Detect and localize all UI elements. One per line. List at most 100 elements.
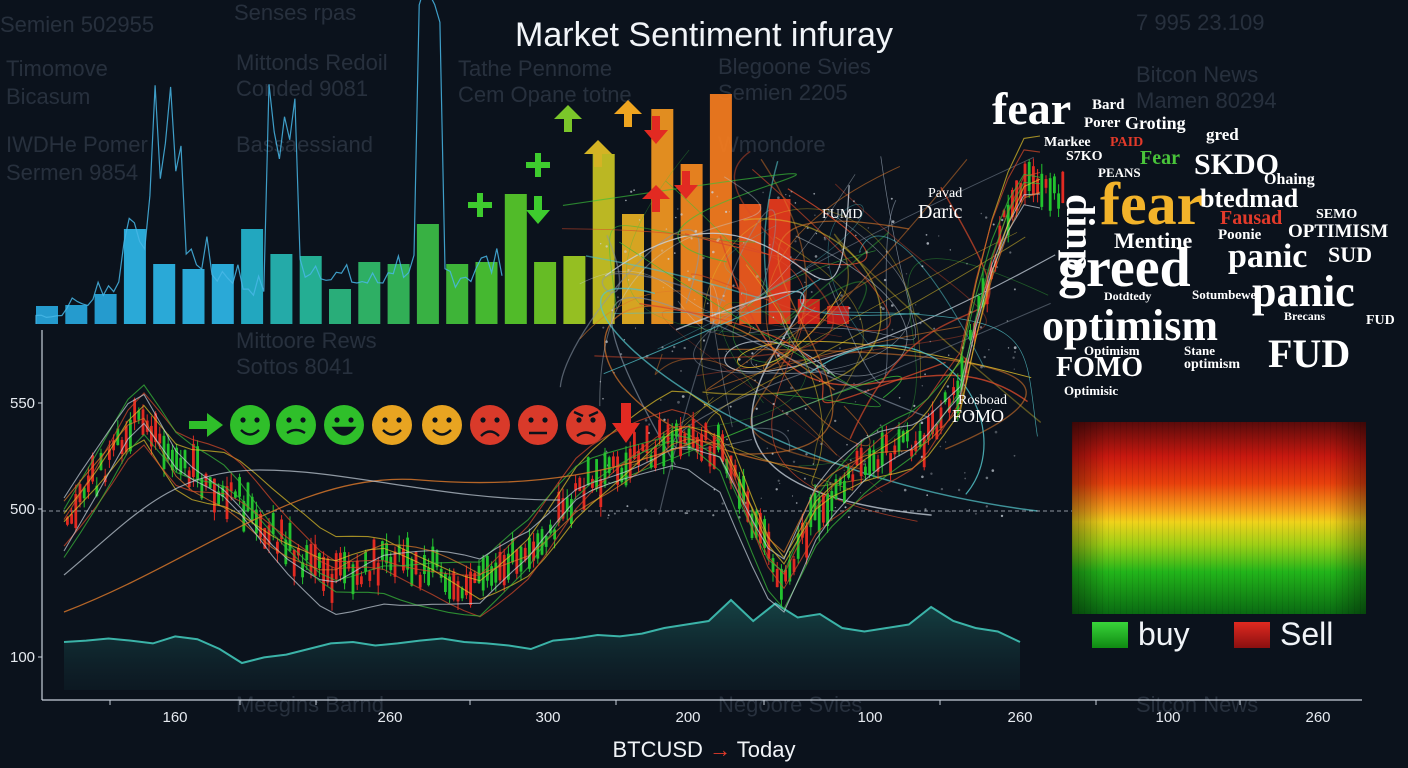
- word-cloud-word: Groting: [1125, 113, 1186, 133]
- scatter-dot: [639, 254, 642, 257]
- candle: [813, 493, 817, 521]
- arrow-down-icon: [644, 116, 668, 144]
- scatter-dot: [673, 345, 676, 349]
- candle: [822, 495, 825, 523]
- candle: [381, 541, 384, 560]
- scatter-dot: [840, 294, 843, 297]
- scatter-dot: [660, 249, 664, 252]
- scatter-dot: [823, 236, 826, 239]
- scatter-dot: [925, 234, 928, 236]
- candle: [784, 569, 787, 582]
- flow-line: [594, 150, 834, 360]
- smile-icon: [230, 405, 270, 445]
- scatter-dot: [721, 502, 724, 505]
- scatter-dot: [777, 479, 780, 482]
- candle: [150, 425, 153, 447]
- background-text: Mamen 80294: [1136, 88, 1277, 113]
- scatter-dot: [834, 506, 837, 509]
- legend-sell-swatch: [1234, 621, 1270, 648]
- candle: [418, 574, 422, 588]
- scatter-dot: [898, 397, 901, 399]
- candle: [414, 552, 418, 575]
- candle: [607, 457, 611, 474]
- candle: [683, 433, 687, 445]
- scatter-dot: [760, 497, 762, 499]
- scatter-dot: [625, 199, 627, 202]
- scatter-dot: [717, 237, 721, 241]
- scatter-dot: [680, 213, 683, 216]
- word-cloud-word: optimism: [1184, 357, 1240, 372]
- scatter-dot: [788, 195, 791, 197]
- background-text: Bassaessiand: [236, 132, 373, 157]
- sentiment-bar: [36, 306, 58, 324]
- scatter-dot: [620, 353, 623, 356]
- scatter-dot: [701, 358, 703, 360]
- sentiment-spike-line: [35, 0, 503, 324]
- candle: [595, 459, 598, 489]
- grin-icon: [324, 405, 364, 445]
- flow-line: [750, 158, 862, 470]
- scatter-dot: [930, 472, 933, 475]
- scatter-dot: [732, 284, 735, 287]
- candle: [385, 542, 388, 564]
- candle: [431, 546, 435, 573]
- scatter-dot: [605, 450, 608, 452]
- scatter-dot: [876, 430, 879, 432]
- scatter-dot: [775, 488, 778, 491]
- candle: [271, 513, 275, 535]
- scatter-dot: [626, 505, 629, 508]
- word-cloud-word: Fausad: [1220, 207, 1283, 229]
- candle: [666, 424, 670, 444]
- scatter-dot: [990, 408, 993, 411]
- flow-line: [654, 353, 838, 456]
- candle: [1006, 204, 1010, 236]
- flow-line: [585, 161, 779, 299]
- candle: [700, 434, 703, 461]
- flow-line: [833, 233, 1042, 423]
- scatter-dot: [827, 371, 830, 375]
- scatter-dot: [804, 281, 806, 283]
- x-tick-label: 100: [1155, 709, 1180, 726]
- scatter-dot: [827, 266, 830, 269]
- candle: [788, 559, 792, 582]
- grimace-icon: [276, 405, 316, 445]
- candle: [1048, 178, 1052, 211]
- scatter-dot: [716, 195, 719, 198]
- candle: [725, 458, 729, 474]
- scatter-dot: [957, 488, 961, 492]
- smile-icon: [422, 405, 462, 445]
- background-text: Bicasum: [6, 84, 91, 109]
- sentiment-bar: [534, 262, 557, 324]
- moving-average-line: [63, 178, 1041, 601]
- price-axes: 550 500 100 160 260 300 200 100 260 100 260: [10, 330, 1366, 726]
- scatter-dot: [977, 403, 979, 405]
- candle: [1002, 210, 1006, 217]
- candle: [952, 387, 955, 395]
- candle: [183, 450, 187, 469]
- candle: [523, 547, 527, 561]
- candle: [956, 380, 960, 414]
- candle: [225, 486, 229, 519]
- scatter-dot: [728, 211, 731, 213]
- scatter-dot: [1012, 356, 1015, 359]
- word-cloud-word: PAID: [1110, 135, 1144, 150]
- scatter-dot: [755, 407, 758, 410]
- chart-title: Market Sentiment infuray: [515, 16, 893, 54]
- scatter-dot: [738, 358, 741, 361]
- flow-line: [613, 311, 1038, 437]
- sentiment-bar: [475, 262, 498, 324]
- candle: [204, 473, 208, 487]
- sentiment-bar-chart: [36, 94, 850, 324]
- scatter-dot: [722, 294, 725, 298]
- candle: [830, 491, 834, 512]
- candle: [851, 474, 855, 482]
- scatter-dot: [848, 516, 850, 519]
- candle: [263, 527, 267, 549]
- x-axis-label-left: BTCUSD: [612, 737, 703, 762]
- scatter-dot: [974, 512, 977, 515]
- candle: [817, 498, 821, 532]
- sentiment-bar: [65, 305, 88, 324]
- candle: [981, 278, 985, 307]
- word-cloud-word: SKDO: [1194, 148, 1280, 181]
- scatter-dot: [675, 216, 677, 219]
